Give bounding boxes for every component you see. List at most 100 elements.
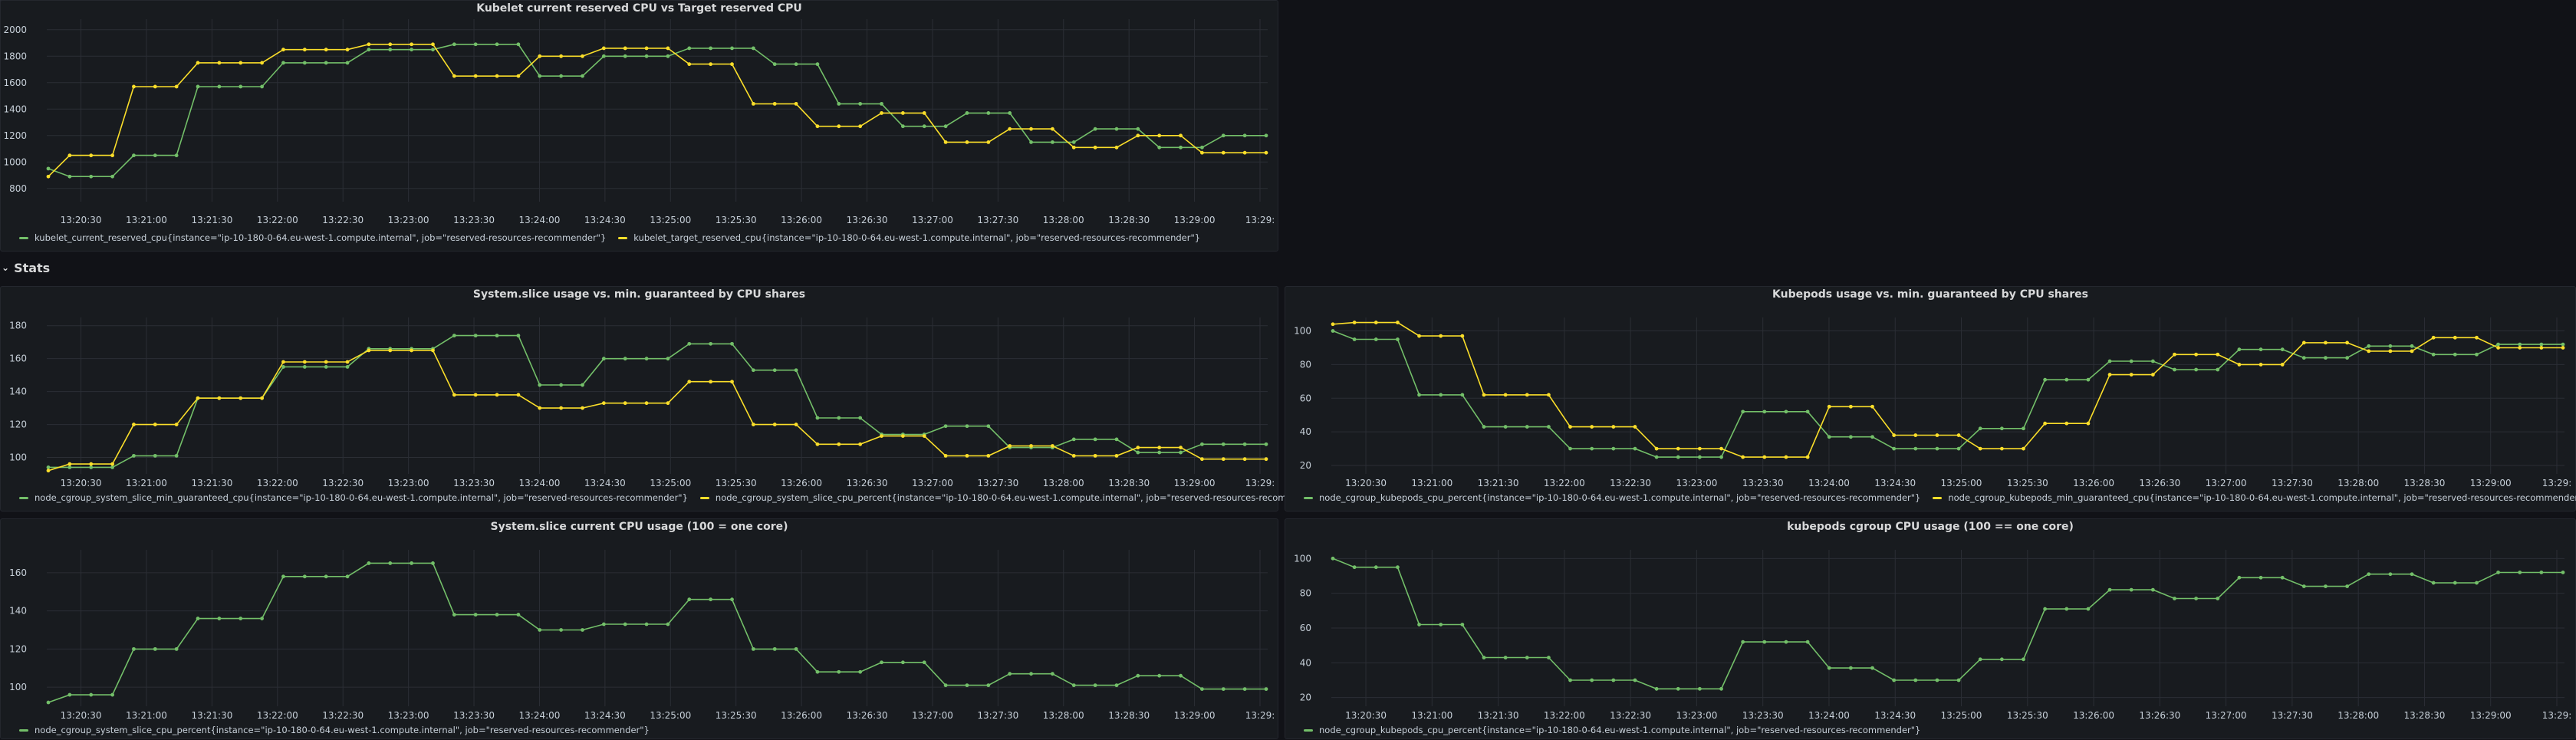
- data-point: [1827, 666, 1831, 670]
- x-tick-label: 13:29:00: [1174, 478, 1216, 488]
- data-point: [2496, 571, 2500, 574]
- data-point: [644, 622, 649, 627]
- y-tick-label: 1000: [3, 156, 27, 167]
- panel-title[interactable]: Kubelet current reserved CPU vs Target r…: [476, 2, 802, 15]
- legend-item[interactable]: node_cgroup_kubepods_cpu_percent{instanc…: [1304, 492, 1920, 503]
- data-point: [1136, 127, 1140, 131]
- legend-item[interactable]: kubelet_target_reserved_cpu{instance="ip…: [618, 232, 1200, 243]
- data-point: [1396, 321, 1400, 324]
- legend-label: node_cgroup_kubepods_cpu_percent{instanc…: [1319, 725, 1921, 735]
- x-tick-label: 13:23:00: [388, 478, 429, 488]
- data-point: [2518, 571, 2522, 574]
- data-point: [46, 469, 51, 473]
- x-tick-label: 13:25:30: [2007, 710, 2048, 721]
- data-point: [1352, 337, 1357, 341]
- data-point: [1892, 446, 1897, 451]
- x-tick-label: 13:22:00: [1544, 478, 1585, 488]
- legend-item[interactable]: node_cgroup_system_slice_cpu_percent{ins…: [19, 725, 650, 735]
- data-point: [1590, 425, 1594, 429]
- x-tick-label: 13:24:30: [584, 478, 626, 488]
- row-header-stats[interactable]: ⌄ Stats: [0, 258, 50, 278]
- legend-item[interactable]: kubelet_current_reserved_cpu{instance="i…: [19, 232, 606, 243]
- data-point: [2043, 421, 2048, 426]
- legend-item[interactable]: node_cgroup_system_slice_min_guaranteed_…: [19, 492, 688, 503]
- y-tick-label: 60: [1300, 393, 1311, 403]
- x-tick-label: 13:20:30: [61, 215, 102, 225]
- data-point: [2150, 373, 2155, 377]
- data-point: [473, 613, 478, 617]
- data-point: [1956, 433, 1961, 437]
- chevron-down-icon[interactable]: ⌄: [2, 262, 10, 273]
- data-point: [2216, 352, 2220, 357]
- data-point: [46, 174, 51, 179]
- data-point: [559, 383, 564, 387]
- data-point: [709, 62, 713, 67]
- legend-label: kubelet_current_reserved_cpu{instance="i…: [35, 232, 607, 243]
- data-point: [1264, 687, 1268, 692]
- data-point: [2410, 344, 2414, 348]
- data-point: [2301, 584, 2306, 588]
- data-point: [2064, 607, 2069, 611]
- x-tick-label: 13:26:30: [847, 215, 888, 225]
- data-point: [1200, 442, 1204, 446]
- data-point: [302, 48, 307, 52]
- data-point: [2518, 342, 2522, 347]
- data-point: [644, 46, 649, 51]
- data-point: [1008, 672, 1012, 676]
- x-tick-label: 13:25:30: [716, 710, 757, 721]
- y-tick-label: 100: [9, 682, 27, 692]
- data-point: [623, 46, 627, 51]
- y-tick-label: 80: [1300, 359, 1311, 370]
- data-point: [2107, 359, 2112, 363]
- data-point: [1093, 683, 1097, 688]
- data-point: [324, 574, 328, 579]
- data-point: [1503, 425, 1508, 429]
- data-point: [1697, 455, 1702, 459]
- x-tick-label: 13:23:30: [1742, 710, 1784, 721]
- y-tick-label: 140: [9, 386, 27, 397]
- data-point: [1417, 623, 1421, 627]
- data-point: [1157, 450, 1162, 455]
- panel-title[interactable]: System.slice usage vs. min. guaranteed b…: [472, 288, 806, 301]
- data-point: [623, 54, 627, 58]
- data-point: [1762, 409, 1767, 414]
- data-point: [2064, 421, 2069, 426]
- data-point: [1374, 337, 1378, 341]
- panel-title[interactable]: System.slice current CPU usage (100 = on…: [490, 521, 788, 533]
- panel-system-slice-usage-vs-min: System.slice usage vs. min. guaranteed b…: [0, 286, 1331, 511]
- legend-item[interactable]: node_cgroup_system_slice_cpu_percent{ins…: [699, 492, 1331, 503]
- data-point: [2216, 597, 2220, 600]
- legend-item[interactable]: node_cgroup_kubepods_cpu_percent{instanc…: [1304, 725, 1920, 735]
- data-point: [1482, 656, 1486, 659]
- data-point: [495, 42, 499, 47]
- data-point: [2043, 377, 2048, 382]
- data-point: [965, 140, 969, 144]
- panel-title[interactable]: kubepods cgroup CPU usage (100 == one co…: [1787, 521, 2074, 533]
- data-point: [1071, 437, 1076, 442]
- y-tick-label: 40: [1300, 657, 1311, 668]
- data-point: [2173, 367, 2176, 372]
- data-point: [1114, 437, 1119, 442]
- data-point: [687, 380, 692, 384]
- data-point: [1525, 656, 1529, 659]
- data-point: [1547, 656, 1551, 659]
- data-point: [174, 153, 179, 158]
- data-point: [1870, 404, 1874, 409]
- data-point: [1978, 657, 1982, 662]
- legend-item[interactable]: node_cgroup_kubepods_min_guaranteed_cpu{…: [1933, 492, 2576, 503]
- panel-title[interactable]: Kubepods usage vs. min. guaranteed by CP…: [1772, 288, 2088, 301]
- data-point: [581, 383, 584, 387]
- data-point: [1439, 393, 1443, 397]
- data-point: [1935, 446, 1939, 451]
- data-point: [260, 617, 264, 620]
- data-point: [2367, 572, 2371, 577]
- legend-swatch: [699, 496, 709, 499]
- x-tick-label: 13:26:00: [2073, 710, 2114, 721]
- data-point: [2280, 575, 2285, 580]
- legend: kubelet_current_reserved_cpu{instance="i…: [19, 232, 1212, 243]
- data-point: [1913, 446, 1918, 451]
- data-point: [2561, 571, 2565, 574]
- data-point: [1978, 446, 1982, 451]
- data-point: [1114, 683, 1119, 688]
- data-point: [2086, 607, 2091, 611]
